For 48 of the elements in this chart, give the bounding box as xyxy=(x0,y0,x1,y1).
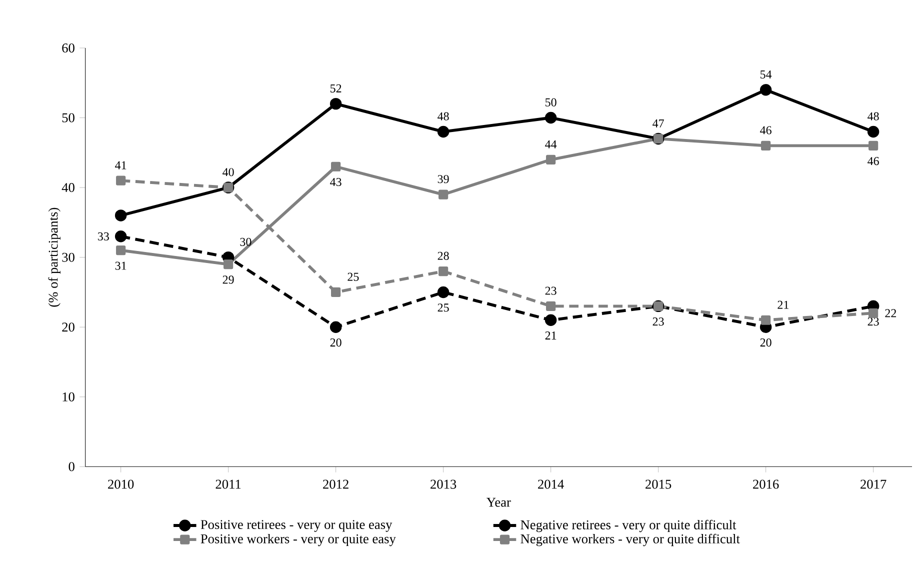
data-label: 41 xyxy=(115,161,126,170)
data-label: 20 xyxy=(330,338,342,347)
y-tick-label: 40 xyxy=(62,183,74,192)
data-label: 44 xyxy=(545,140,557,148)
y-tick-label: 60 xyxy=(62,44,74,53)
data-label: 48 xyxy=(868,112,879,121)
data-label: 50 xyxy=(546,98,556,107)
data-label: 28 xyxy=(438,252,449,260)
x-tick-label: 2012 xyxy=(323,480,348,489)
data-label: 54 xyxy=(760,70,772,79)
y-tick-label: 20 xyxy=(62,322,74,332)
data-label: 25 xyxy=(438,304,449,312)
data-label: 21 xyxy=(778,300,788,309)
x-tick-label: 2011 xyxy=(216,480,241,489)
data-label: 30 xyxy=(240,238,252,246)
data-label: 52 xyxy=(330,84,342,93)
data-label: 20 xyxy=(760,338,772,347)
data-label: 23 xyxy=(652,318,664,326)
data-label: 43 xyxy=(330,178,342,186)
data-label: 47 xyxy=(652,120,664,128)
legend-label: Negative retirees - very or quite difficult xyxy=(520,520,736,532)
x-tick-label: 2017 xyxy=(860,480,886,489)
data-label: 48 xyxy=(438,112,449,121)
data-label: 46 xyxy=(760,126,772,134)
data-label: 39 xyxy=(438,175,449,184)
x-axis-title: Year xyxy=(486,498,511,507)
data-label: 33 xyxy=(98,232,109,241)
legend-label: Positive retirees - very or quite easy xyxy=(200,520,392,532)
data-label: 25 xyxy=(348,272,359,282)
y-axis-title: (% of participants) xyxy=(48,208,60,307)
data-label: 29 xyxy=(222,276,234,284)
x-tick-label: 2016 xyxy=(753,480,779,489)
y-tick-label: 50 xyxy=(62,113,74,122)
legend-label: Positive workers - very or quite easy xyxy=(200,534,396,546)
y-tick-label: 0 xyxy=(68,462,74,472)
y-tick-label: 30 xyxy=(62,253,74,262)
data-label: 46 xyxy=(868,157,879,166)
data-label: 22 xyxy=(885,309,896,318)
x-tick-label: 2015 xyxy=(646,480,672,489)
data-label: 31 xyxy=(115,262,126,270)
data-label: 23 xyxy=(545,286,556,295)
data-label: 21 xyxy=(545,332,556,340)
x-tick-label: 2014 xyxy=(538,480,564,489)
legend-label: Negative workers - very or quite difficult xyxy=(520,534,740,546)
x-tick-label: 2010 xyxy=(108,480,134,489)
y-tick-label: 10 xyxy=(62,392,74,402)
data-label: 40 xyxy=(222,168,234,176)
x-tick-label: 2013 xyxy=(430,480,456,489)
